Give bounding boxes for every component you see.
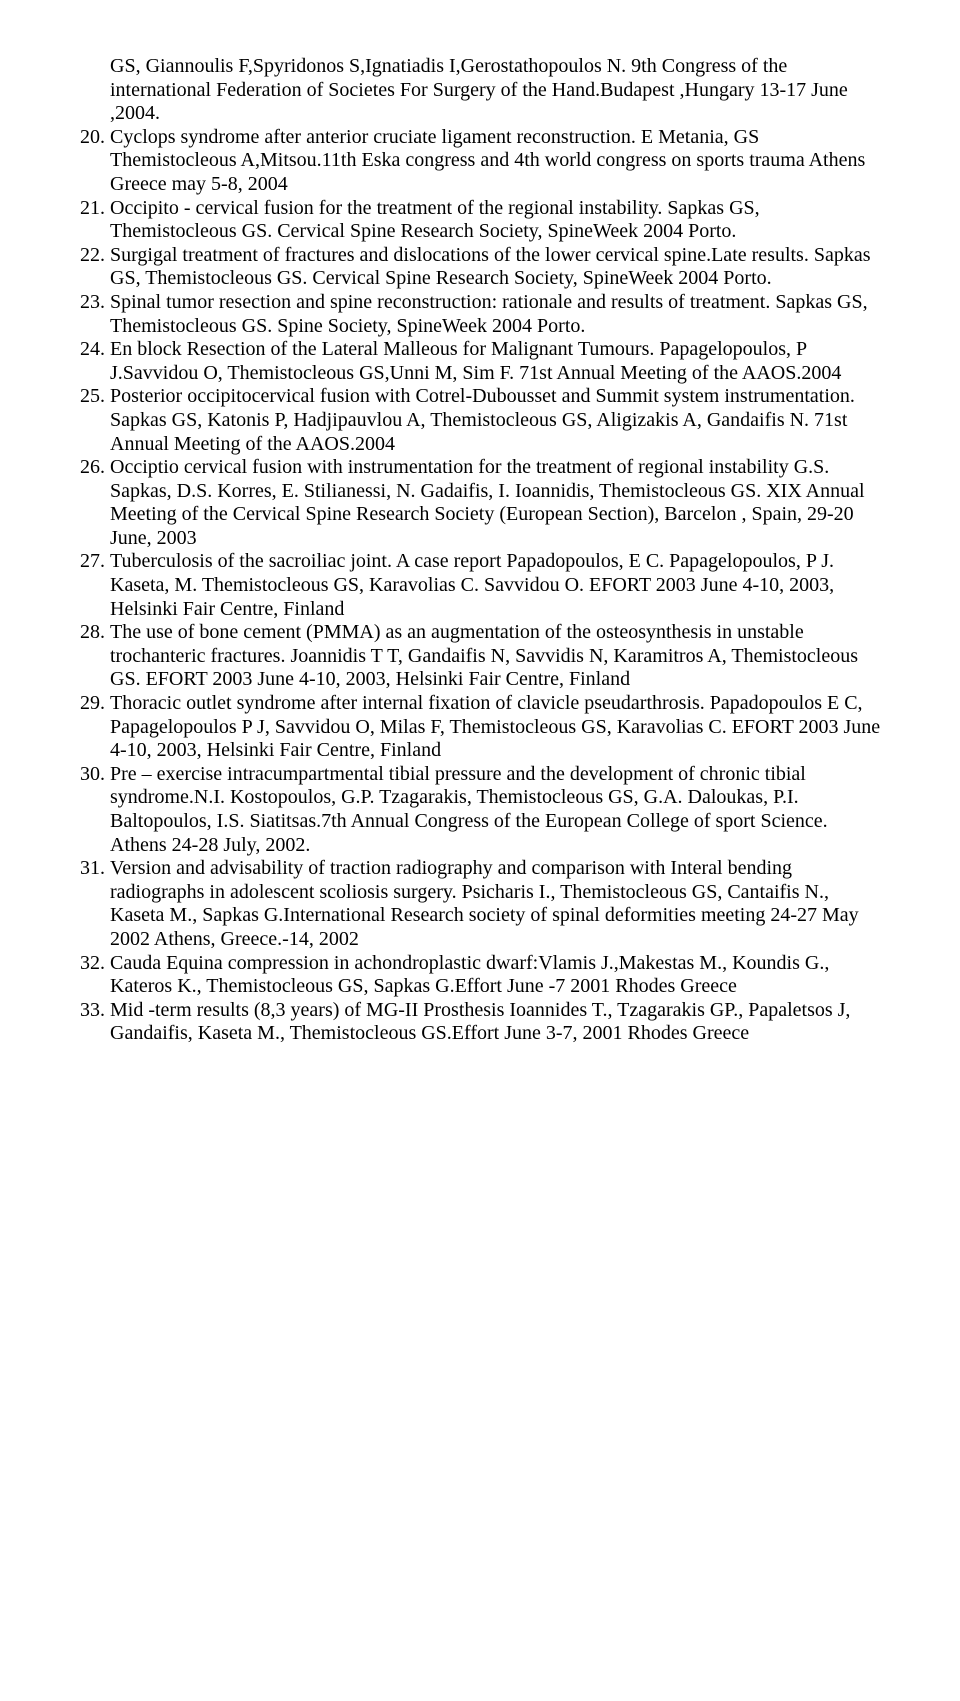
reference-item: En block Resection of the Lateral Malleo… xyxy=(110,338,887,385)
reference-item: Occiptio cervical fusion with instrument… xyxy=(110,456,887,550)
reference-item: Mid -term results (8,3 years) of MG-II P… xyxy=(110,999,887,1046)
reference-item: Cauda Equina compression in achondroplas… xyxy=(110,952,887,999)
reference-item: Occipito - cervical fusion for the treat… xyxy=(110,197,887,244)
reference-item: Cyclops syndrome after anterior cruciate… xyxy=(110,126,887,197)
reference-item: Spinal tumor resection and spine reconst… xyxy=(110,291,887,338)
reference-item: The use of bone cement (PMMA) as an augm… xyxy=(110,621,887,692)
reference-item: Surgigal treatment of fractures and disl… xyxy=(110,244,887,291)
reference-list: Cyclops syndrome after anterior cruciate… xyxy=(75,126,887,1046)
reference-item: Version and advisability of traction rad… xyxy=(110,857,887,951)
reference-item: Tuberculosis of the sacroiliac joint. A … xyxy=(110,550,887,621)
continuation-paragraph: GS, Giannoulis F,Spyridonos S,Ignatiadis… xyxy=(110,55,887,126)
reference-item: Posterior occipitocervical fusion with C… xyxy=(110,385,887,456)
reference-item: Thoracic outlet syndrome after internal … xyxy=(110,692,887,763)
reference-item: Pre – exercise intracumpartmental tibial… xyxy=(110,763,887,857)
